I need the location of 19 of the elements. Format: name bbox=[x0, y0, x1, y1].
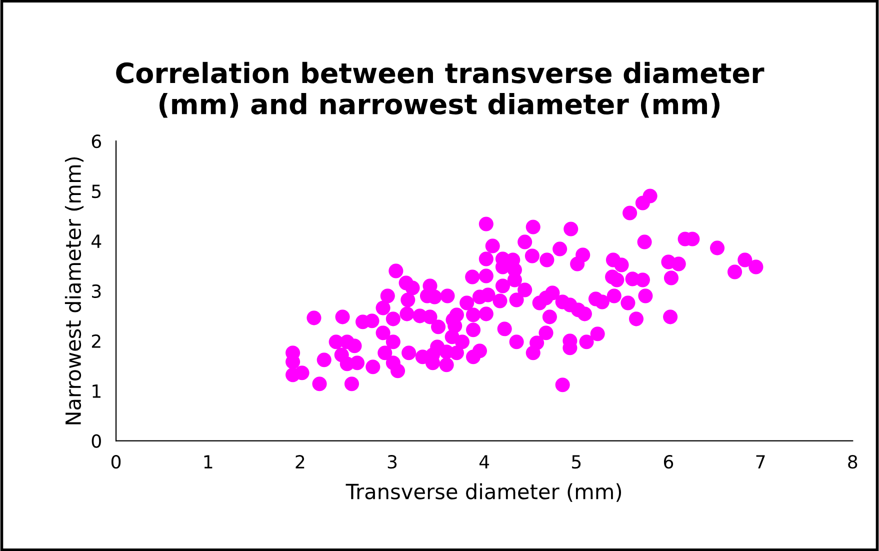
x-tick-label: 3 bbox=[388, 455, 397, 469]
y-tick-label: 6 bbox=[92, 134, 101, 148]
y-tick-label: 0 bbox=[92, 434, 101, 448]
y-tick-label: 2 bbox=[92, 334, 100, 348]
x-tick-label: 5 bbox=[572, 455, 581, 469]
x-tick-label: 4 bbox=[479, 455, 490, 468]
x-tick-label: 2 bbox=[296, 455, 304, 468]
x-tick-label: 0 bbox=[111, 455, 121, 469]
chart-title: Correlation between transverse diameter (mm) and narrowest diameter (mm) bbox=[116, 62, 764, 118]
x-tick-label: 7 bbox=[756, 455, 765, 468]
y-tick-label: 5 bbox=[92, 184, 101, 198]
x-tick-label: 1 bbox=[204, 455, 212, 468]
x-tick-label: 8 bbox=[848, 455, 858, 469]
y-tick-label: 3 bbox=[92, 284, 101, 298]
x-tick-label: 6 bbox=[664, 455, 674, 469]
y-axis-title: Narrowest diameter (mm) bbox=[64, 157, 84, 424]
x-axis-title: Transverse diameter (mm) bbox=[346, 483, 622, 502]
y-tick-label: 1 bbox=[92, 384, 100, 398]
y-tick-label: 4 bbox=[92, 234, 102, 248]
